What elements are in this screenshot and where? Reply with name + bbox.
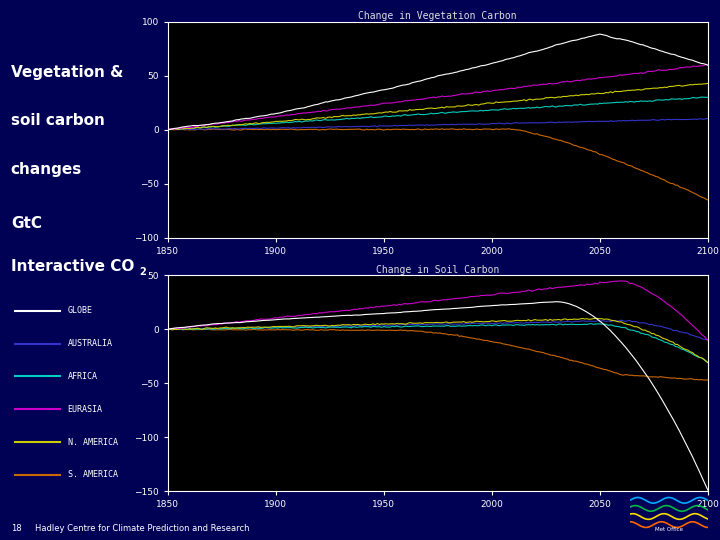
Text: Vegetation &: Vegetation & bbox=[11, 65, 123, 80]
Text: GtC: GtC bbox=[11, 216, 42, 231]
Text: N. AMERICA: N. AMERICA bbox=[68, 437, 117, 447]
Text: S. AMERICA: S. AMERICA bbox=[68, 470, 117, 480]
Text: GLOBE: GLOBE bbox=[68, 306, 93, 315]
Text: soil carbon: soil carbon bbox=[11, 113, 104, 129]
Text: Interactive CO: Interactive CO bbox=[11, 259, 134, 274]
Text: AUSTRALIA: AUSTRALIA bbox=[68, 339, 113, 348]
Text: 18: 18 bbox=[11, 524, 22, 533]
Title: Change in Vegetation Carbon: Change in Vegetation Carbon bbox=[359, 11, 517, 21]
Text: Hadley Centre for Climate Prediction and Research: Hadley Centre for Climate Prediction and… bbox=[35, 524, 249, 533]
Text: 2: 2 bbox=[140, 267, 146, 278]
Title: Change in Soil Carbon: Change in Soil Carbon bbox=[376, 265, 500, 275]
Text: AFRICA: AFRICA bbox=[68, 372, 98, 381]
Text: Met Office: Met Office bbox=[655, 527, 683, 532]
Text: EURASIA: EURASIA bbox=[68, 405, 103, 414]
Text: changes: changes bbox=[11, 162, 82, 177]
